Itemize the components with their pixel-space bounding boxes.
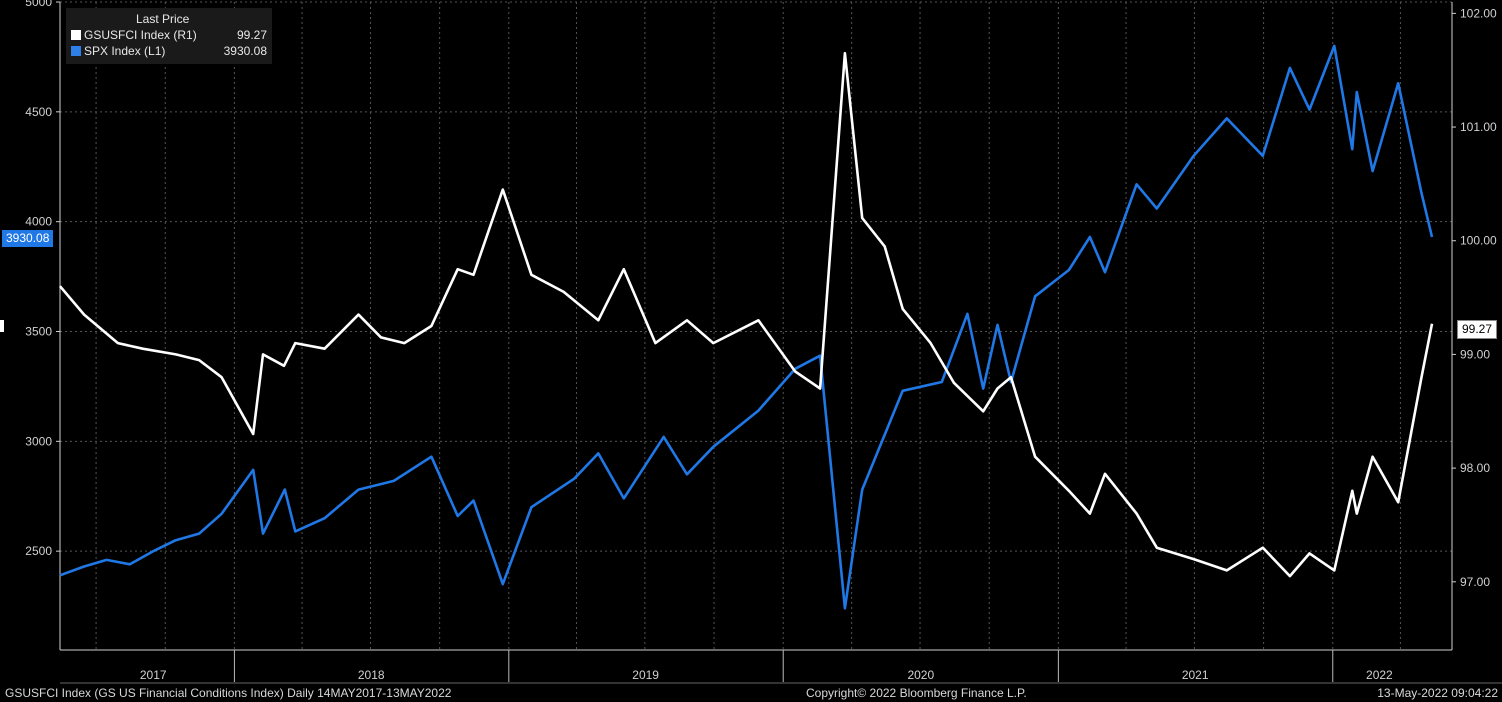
legend-item-gsusfci: GSUSFCI Index (R1) 99.27 bbox=[71, 28, 267, 44]
legend-header: Last Price bbox=[136, 12, 190, 26]
spx-series-line bbox=[59, 44, 1434, 610]
x-tick-label: 2021 bbox=[1182, 668, 1209, 682]
legend-value-spx: 3930.08 bbox=[223, 44, 267, 58]
legend-swatch-spx bbox=[71, 46, 81, 56]
right-tick-label: 98.00 bbox=[1460, 461, 1490, 475]
chart-grid bbox=[60, 1, 1452, 650]
chart-legend: Last Price GSUSFCI Index (R1) 99.27 SPX … bbox=[66, 8, 272, 64]
left-tick-label: 3000 bbox=[25, 434, 52, 448]
footer-copyright: Copyright© 2022 Bloomberg Finance L.P. bbox=[806, 686, 1027, 700]
spx-last-price-tag: 3930.08 bbox=[2, 230, 54, 247]
chart-series bbox=[59, 44, 1434, 610]
x-tick-label: 2020 bbox=[907, 668, 934, 682]
chart-axes: 2500 3000 3500 4000 4500 5000 97.00 98.00 99.00 1… bbox=[25, 0, 1502, 684]
legend-label-spx: SPX Index (L1) bbox=[84, 44, 166, 58]
gsusfci-last-price-tag: 99.27 bbox=[1457, 320, 1498, 339]
legend-item-spx: SPX Index (L1) 3930.08 bbox=[71, 44, 267, 60]
right-tick-label: 97.00 bbox=[1460, 575, 1490, 589]
left-tick-label: 5000 bbox=[25, 0, 52, 9]
right-tick-label: 99.00 bbox=[1460, 347, 1490, 361]
right-tick-label: 101.00 bbox=[1460, 120, 1497, 134]
gsusfci-series-line bbox=[59, 51, 1434, 578]
legend-swatch-gsusfci bbox=[71, 30, 81, 40]
left-tick-label: 4500 bbox=[25, 105, 52, 119]
footer-timestamp: 13-May-2022 09:04:22 bbox=[1377, 686, 1498, 700]
left-tick-label: 2500 bbox=[25, 544, 52, 558]
footer-description: GSUSFCI Index (GS US Financial Condition… bbox=[5, 686, 452, 700]
left-tick-label: 4000 bbox=[25, 215, 52, 229]
x-tick-label: 2019 bbox=[632, 668, 659, 682]
legend-label-gsusfci: GSUSFCI Index (R1) bbox=[84, 28, 197, 42]
x-tick-label: 2017 bbox=[140, 668, 167, 682]
x-tick-label: 2022 bbox=[1366, 668, 1393, 682]
legend-value-gsusfci: 99.27 bbox=[236, 28, 267, 42]
x-tick-label: 2018 bbox=[358, 668, 385, 682]
left-axis-marker bbox=[0, 320, 4, 332]
right-tick-label: 100.00 bbox=[1460, 234, 1497, 248]
left-tick-label: 3500 bbox=[25, 324, 52, 338]
right-tick-label: 102.00 bbox=[1460, 6, 1497, 20]
